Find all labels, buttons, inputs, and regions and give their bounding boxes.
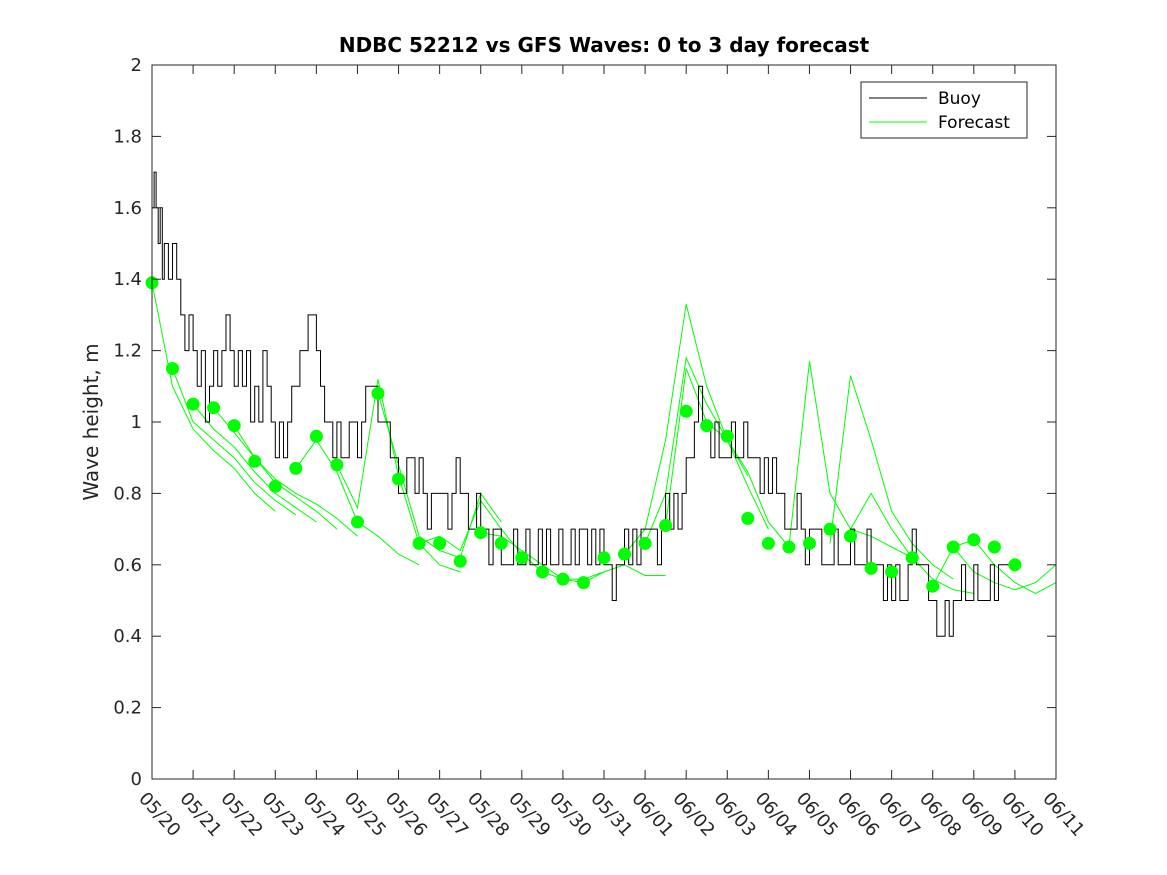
forecast-marker — [967, 533, 981, 547]
forecast-marker — [227, 419, 241, 433]
forecast-run-line — [192, 403, 317, 523]
forecast-marker — [659, 519, 673, 532]
forecast-marker — [926, 579, 940, 593]
forecast-marker — [474, 526, 488, 540]
forecast-marker — [844, 529, 857, 543]
forecast-marker — [720, 429, 734, 443]
legend-box — [860, 81, 1028, 139]
forecast-run-line — [172, 368, 297, 516]
forecast-marker — [905, 551, 919, 565]
y-tick-label: 0.4 — [113, 626, 142, 647]
forecast-run-line — [151, 282, 276, 512]
y-tick-label: 1.4 — [113, 269, 142, 290]
plot-area — [145, 171, 1057, 637]
forecast-marker — [556, 572, 570, 586]
forecast-marker — [494, 536, 508, 550]
y-tick-label: 0.2 — [113, 698, 142, 719]
forecast-marker — [515, 551, 529, 565]
forecast-marker — [741, 511, 755, 525]
forecast-marker — [371, 386, 385, 400]
forecast-marker — [782, 540, 796, 554]
legend-buoy-label: Buoy — [938, 89, 981, 109]
buoy-series-line — [152, 171, 1011, 637]
forecast-run-line — [829, 375, 954, 580]
y-tick-label: 0.8 — [113, 483, 142, 504]
forecast-marker — [1008, 558, 1022, 572]
y-tick-label: 0 — [131, 769, 142, 790]
forecast-marker — [166, 362, 179, 375]
forecast-marker — [679, 404, 693, 418]
forecast-marker — [248, 454, 262, 468]
forecast-marker — [597, 551, 611, 565]
y-tick-label: 0.6 — [113, 555, 142, 576]
legend: Buoy Forecast — [860, 81, 1028, 139]
forecast-marker — [803, 536, 816, 550]
forecast-marker — [309, 429, 323, 443]
forecast-marker — [268, 479, 282, 493]
y-tick-label: 2 — [131, 55, 142, 76]
forecast-marker — [207, 401, 221, 415]
forecast-marker — [864, 561, 878, 575]
forecast-marker — [700, 419, 714, 433]
forecast-marker — [638, 536, 652, 550]
forecast-marker — [392, 472, 405, 486]
forecast-marker — [577, 576, 590, 590]
forecast-marker — [761, 536, 775, 550]
y-tick-label: 1.2 — [113, 341, 142, 362]
forecast-marker — [618, 547, 631, 561]
forecast-marker — [535, 565, 549, 579]
forecast-marker — [433, 536, 447, 550]
y-tick-label: 1 — [131, 412, 142, 433]
forecast-marker — [885, 565, 899, 579]
forecast-marker — [946, 540, 960, 554]
chart-title: NDBC 52212 vs GFS Waves: 0 to 3 day fore… — [339, 33, 870, 57]
legend-forecast-label: Forecast — [938, 113, 1010, 133]
y-axis-label: Wave height, m — [79, 343, 103, 500]
forecast-marker — [412, 536, 426, 550]
forecast-marker — [330, 458, 344, 472]
forecast-marker — [987, 540, 1001, 554]
forecast-marker — [351, 515, 364, 529]
forecast-marker — [289, 461, 303, 475]
forecast-marker — [823, 522, 837, 536]
forecast-marker — [453, 554, 467, 568]
forecast-marker — [186, 397, 200, 411]
y-tick-label: 1.8 — [113, 126, 142, 147]
y-tick-label: 1.6 — [113, 198, 142, 219]
